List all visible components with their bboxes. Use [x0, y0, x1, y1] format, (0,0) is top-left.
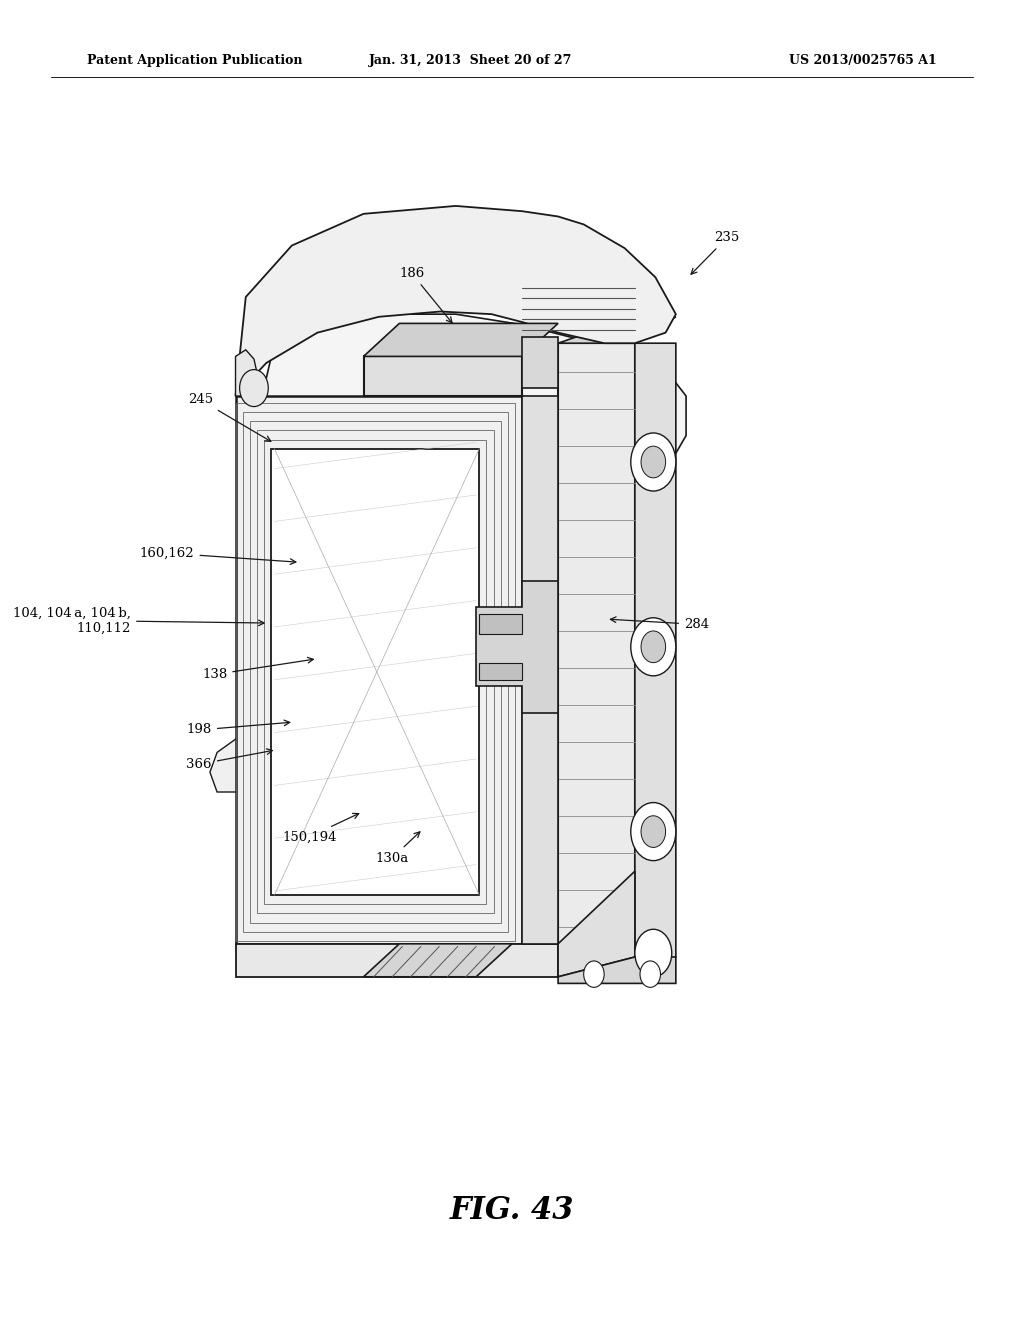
Text: 186: 186	[399, 267, 452, 323]
Circle shape	[631, 803, 676, 861]
Circle shape	[641, 816, 666, 847]
Text: US 2013/0025765 A1: US 2013/0025765 A1	[790, 54, 937, 67]
Polygon shape	[522, 396, 558, 944]
Circle shape	[641, 446, 666, 478]
Polygon shape	[558, 343, 635, 977]
Text: FIG. 43: FIG. 43	[450, 1195, 574, 1226]
Polygon shape	[635, 343, 676, 977]
Circle shape	[641, 631, 666, 663]
Text: 245: 245	[187, 393, 270, 441]
Polygon shape	[364, 356, 522, 396]
Circle shape	[584, 961, 604, 987]
Polygon shape	[558, 317, 676, 343]
Polygon shape	[476, 581, 558, 713]
Circle shape	[635, 929, 672, 977]
Text: 198: 198	[186, 721, 290, 737]
Polygon shape	[236, 350, 258, 396]
Text: Jan. 31, 2013  Sheet 20 of 27: Jan. 31, 2013 Sheet 20 of 27	[370, 54, 572, 67]
Circle shape	[631, 433, 676, 491]
Text: 284: 284	[610, 616, 710, 631]
Polygon shape	[210, 733, 282, 805]
Circle shape	[631, 618, 676, 676]
Polygon shape	[236, 944, 558, 977]
Text: 150,194: 150,194	[282, 813, 358, 843]
Polygon shape	[558, 957, 676, 983]
Polygon shape	[271, 449, 479, 895]
Polygon shape	[479, 614, 522, 634]
Text: 130a: 130a	[376, 832, 420, 865]
Circle shape	[240, 370, 268, 407]
Polygon shape	[364, 944, 512, 977]
Polygon shape	[522, 337, 558, 388]
Circle shape	[640, 961, 660, 987]
Polygon shape	[558, 871, 635, 977]
Text: 366: 366	[186, 748, 272, 771]
Text: 104, 104 a, 104 b,
110,112: 104, 104 a, 104 b, 110,112	[13, 606, 264, 635]
Text: Patent Application Publication: Patent Application Publication	[87, 54, 302, 67]
Polygon shape	[479, 663, 522, 680]
Text: 235: 235	[691, 231, 739, 275]
Polygon shape	[236, 206, 676, 396]
Polygon shape	[364, 323, 558, 356]
Polygon shape	[236, 396, 522, 944]
Polygon shape	[246, 314, 686, 818]
Text: 160,162: 160,162	[140, 546, 296, 565]
Text: 138: 138	[202, 657, 313, 681]
